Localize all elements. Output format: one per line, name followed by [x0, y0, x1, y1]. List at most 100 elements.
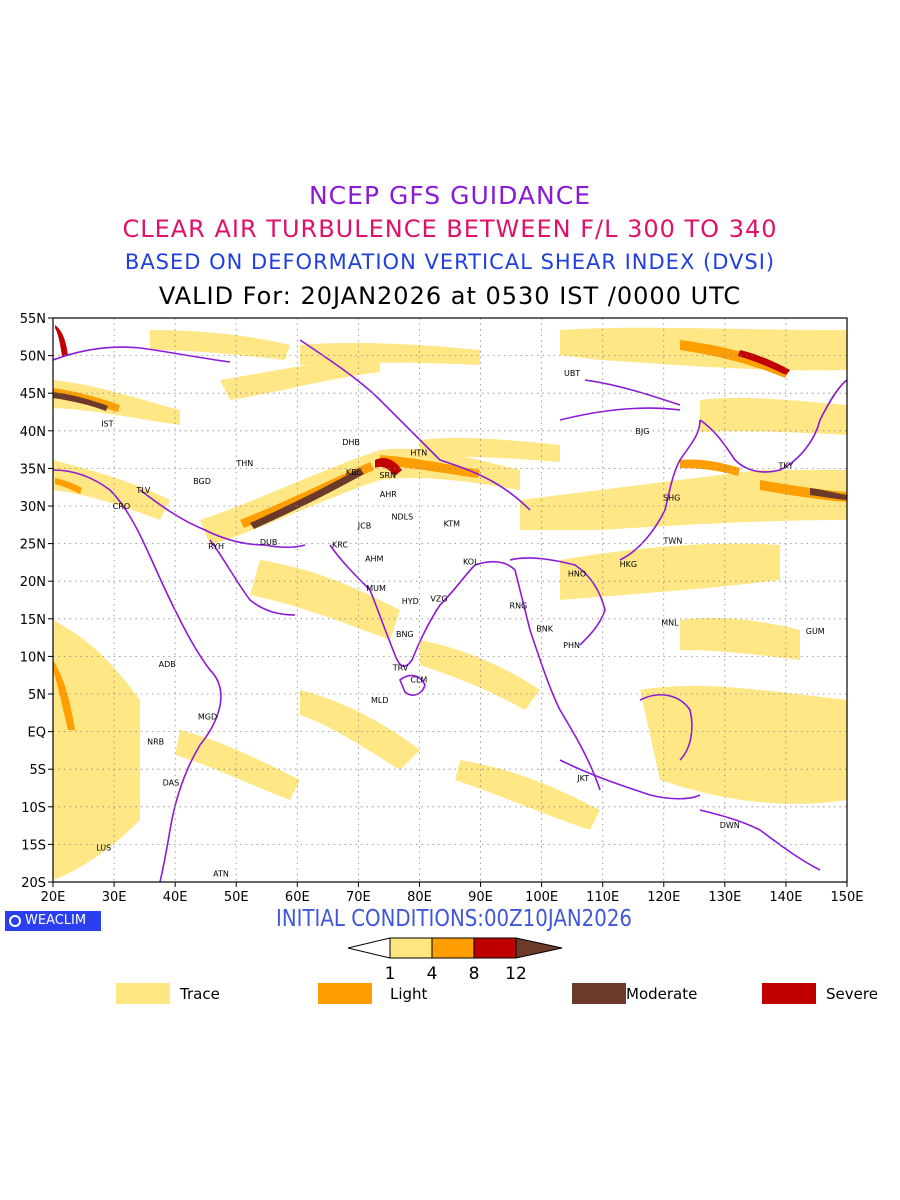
station-label-cro: CRO — [113, 502, 130, 511]
turbulence-shading — [53, 325, 847, 880]
station-label-dhb: DHB — [342, 438, 360, 447]
lat-tick-label: 10S — [21, 801, 46, 816]
map-frame — [52, 317, 848, 883]
station-label-dwn: DWN — [720, 821, 740, 830]
scale-label-12: 12 — [505, 964, 527, 984]
legend-label-light: Light — [390, 985, 428, 1003]
lat-lon-grid — [53, 318, 847, 882]
weaclim-logo-icon — [9, 915, 21, 927]
station-label-bng: BNG — [396, 630, 414, 639]
lon-tick-label: 70E — [346, 890, 371, 905]
station-label-bjg: BJG — [635, 427, 649, 436]
latitude-axis: 55N 50N 45N 40N 35N 30N 25N 20N 15N 10N 5N EQ 5S 10S 1… — [20, 312, 53, 891]
brand-badge: WEACLIM — [5, 911, 101, 931]
station-label-hkg: HKG — [620, 560, 637, 569]
lon-tick-label: 120E — [647, 890, 680, 905]
station-label-kol: KOL — [463, 558, 479, 567]
lat-tick-label: 25N — [20, 538, 46, 553]
legend-label-trace: Trace — [180, 985, 220, 1003]
lon-tick-label: 20E — [41, 890, 66, 905]
lon-tick-label: 130E — [708, 890, 741, 905]
lat-tick-label: 10N — [20, 650, 46, 665]
scale-arrow-high — [515, 937, 563, 959]
station-label-nrb: NRB — [147, 737, 164, 746]
scale-arrow-low — [347, 937, 391, 959]
legend-label-moderate: Moderate — [626, 985, 698, 1003]
lon-tick-label: 30E — [102, 890, 127, 905]
lat-tick-label: 15S — [21, 838, 46, 853]
lon-tick-label: 50E — [224, 890, 249, 905]
station-label-gum: GUM — [806, 627, 825, 636]
station-label-rng: RNG — [510, 601, 528, 610]
lon-tick-label: 110E — [586, 890, 619, 905]
station-label-kbl: KBL — [346, 468, 362, 477]
lat-tick-label: 35N — [20, 462, 46, 477]
lat-tick-label: 15N — [20, 613, 46, 628]
station-label-tky: TKY — [778, 461, 794, 470]
brand-text: WEACLIM — [25, 913, 87, 928]
lat-tick-label: EQ — [28, 726, 46, 741]
station-label-ktm: KTM — [444, 519, 461, 528]
station-label-mgd: MGD — [198, 713, 217, 722]
coastlines — [53, 339, 847, 882]
legend-label-severe: Severe — [826, 985, 878, 1003]
lat-tick-label: 30N — [20, 500, 46, 515]
station-label-jcb: JCB — [357, 522, 371, 531]
station-label-adb: ADB — [159, 660, 176, 669]
station-label-mnl: MNL — [661, 619, 679, 628]
lat-tick-label: 50N — [20, 350, 46, 365]
lon-tick-label: 140E — [769, 890, 802, 905]
station-label-vzg: VZG — [430, 594, 447, 603]
lat-tick-label: 20S — [21, 876, 46, 891]
lon-tick-label: 150E — [830, 890, 863, 905]
title-line-3: BASED ON DEFORMATION VERTICAL SHEAR INDE… — [124, 250, 776, 274]
lon-tick-label: 80E — [407, 890, 432, 905]
lat-tick-label: 45N — [20, 387, 46, 402]
initial-conditions: INITIAL CONDITIONS:00Z10JAN2026 — [276, 906, 633, 932]
scale-segment-light — [431, 937, 475, 959]
color-scale-bar: 1 4 8 12 — [347, 937, 563, 984]
lon-tick-label: 60E — [285, 890, 310, 905]
station-label-ahm: AHM — [365, 555, 383, 564]
title-line-2: CLEAR AIR TURBULENCE BETWEEN F/L 300 TO … — [122, 215, 778, 243]
lat-tick-label: 20N — [20, 575, 46, 590]
station-label-das: DAS — [163, 779, 180, 788]
valid-time: VALID For: 20JAN2026 at 0530 IST /0000 U… — [158, 282, 742, 310]
station-label-tlv: TLV — [135, 486, 150, 495]
station-label-twn: TWN — [663, 537, 683, 546]
station-label-mld: MLD — [371, 696, 389, 705]
scale-segment-trace — [389, 937, 433, 959]
legend-swatch-moderate — [572, 983, 626, 1004]
scale-segment-severe — [473, 937, 517, 959]
station-labels: UBT BJG TKY SHG TWN HKG HNO MNL GUM BNK PHN RNG JKT D… — [96, 369, 825, 879]
station-label-krc: KRC — [332, 540, 348, 549]
station-label-ist: IST — [101, 419, 113, 428]
longitude-axis: 20E 30E 40E 50E 60E 70E 80E 90E 100E 110E 120E 130E… — [41, 882, 864, 905]
lon-tick-label: 100E — [525, 890, 558, 905]
scale-label-4: 4 — [427, 964, 438, 984]
legend-swatch-severe — [762, 983, 816, 1004]
lat-tick-label: 5N — [28, 688, 46, 703]
station-label-ubt: UBT — [564, 369, 580, 378]
station-label-ndls: NDLS — [392, 513, 414, 522]
legend-swatch-light — [318, 983, 372, 1004]
station-label-lus: LUS — [96, 843, 111, 852]
station-label-clm: CLM — [410, 676, 427, 685]
legend-swatch-trace — [116, 983, 170, 1004]
station-label-shg: SHG — [663, 494, 680, 503]
station-label-bgd: BGD — [193, 477, 211, 486]
station-label-atn: ATN — [213, 870, 229, 879]
station-label-hyd: HYD — [402, 597, 419, 606]
scale-label-1: 1 — [385, 964, 396, 984]
station-label-phn: PHN — [563, 641, 580, 650]
station-label-thn: THN — [235, 459, 253, 468]
lon-tick-label: 90E — [468, 890, 493, 905]
lat-tick-label: 40N — [20, 425, 46, 440]
station-label-hno: HNO — [568, 570, 586, 579]
station-label-ahr: AHR — [380, 490, 397, 499]
scale-label-8: 8 — [469, 964, 480, 984]
station-label-ryh: RYH — [208, 542, 224, 551]
title-line-1: NCEP GFS GUIDANCE — [308, 181, 591, 210]
station-label-trv: TRV — [392, 664, 409, 673]
